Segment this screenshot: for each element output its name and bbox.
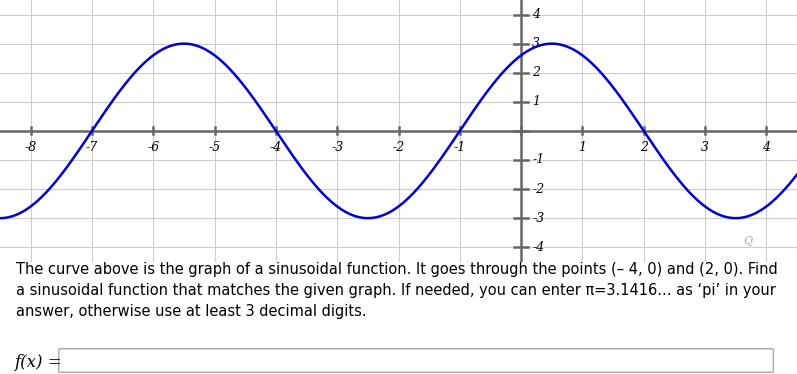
Text: 4: 4 (532, 8, 540, 21)
Text: 3: 3 (532, 37, 540, 50)
Text: -4: -4 (269, 141, 282, 154)
Text: 4: 4 (763, 141, 771, 154)
Text: -6: -6 (147, 141, 159, 154)
Text: -3: -3 (532, 212, 544, 225)
Text: -2: -2 (532, 183, 544, 196)
Text: -5: -5 (209, 141, 221, 154)
Text: 3: 3 (701, 141, 709, 154)
Text: 1: 1 (532, 95, 540, 108)
Text: -4: -4 (532, 241, 544, 254)
Text: Q: Q (744, 236, 752, 246)
Text: 2: 2 (640, 141, 648, 154)
Text: -7: -7 (86, 141, 98, 154)
Text: f(x) =: f(x) = (14, 354, 62, 371)
Text: 1: 1 (579, 141, 587, 154)
FancyBboxPatch shape (59, 349, 773, 373)
Text: 2: 2 (532, 66, 540, 79)
Text: -8: -8 (25, 141, 37, 154)
Text: -1: -1 (532, 153, 544, 166)
Text: -3: -3 (331, 141, 344, 154)
Text: The curve above is the graph of a sinusoidal function. It goes through the point: The curve above is the graph of a sinuso… (16, 262, 778, 319)
Text: -1: -1 (453, 141, 466, 154)
Text: -2: -2 (392, 141, 405, 154)
